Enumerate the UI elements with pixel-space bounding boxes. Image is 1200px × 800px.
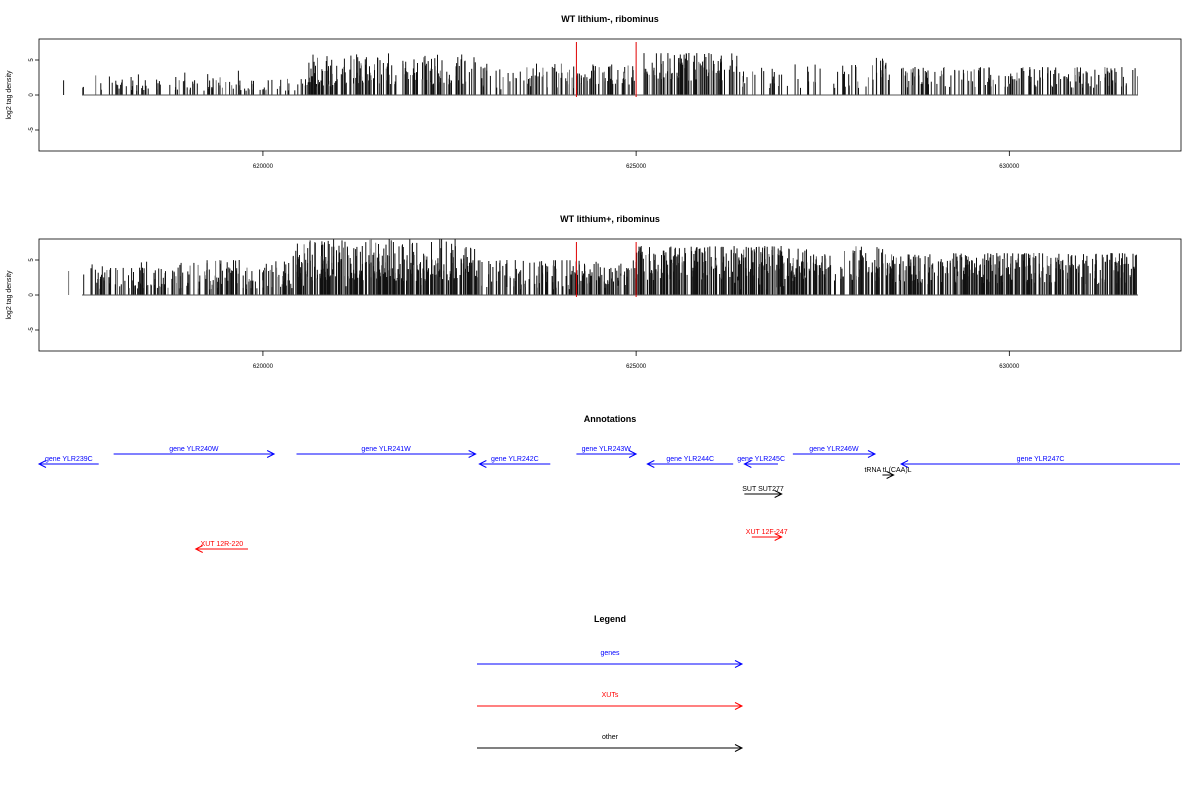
y-axis-label: log2 tag density xyxy=(6,70,13,120)
feature-annotation: XUT 12R-220 xyxy=(194,541,248,553)
track-title: WT lithium-, ribominus xyxy=(561,14,659,24)
feature-label: gene YLR246W xyxy=(809,446,859,453)
arrow-head-icon xyxy=(734,660,744,668)
feature-label: SUT SUT277 xyxy=(742,486,784,493)
legend-label: other xyxy=(602,734,619,741)
x-tick-label: 630000 xyxy=(999,164,1020,170)
arrow-head-icon xyxy=(886,471,895,479)
x-tick-label: 625000 xyxy=(626,364,647,370)
arrow-head-icon xyxy=(734,744,744,752)
x-tick-label: 625000 xyxy=(626,164,647,170)
x-tick-label: 620000 xyxy=(253,364,274,370)
arrow-head-icon xyxy=(628,450,638,458)
feature-label: gene YLR240W xyxy=(169,446,219,453)
feature-label: XUT 12R-220 xyxy=(201,541,244,548)
feature-label: tRNA tL(CAA)L xyxy=(864,467,911,474)
arrow-head-icon xyxy=(774,533,783,541)
legend-label: XUTs xyxy=(602,692,619,699)
track-panel-lithium-minus: WT lithium-, ribominus -5 0 5 620000 625000… xyxy=(6,14,1182,170)
arrow-head-icon xyxy=(468,450,477,458)
y-axis: -5 0 5 xyxy=(29,258,39,333)
feature-label: gene YLR245C xyxy=(737,456,785,463)
arrow-head-icon xyxy=(774,490,783,498)
feature-annotation: gene YLR241W xyxy=(296,446,477,458)
feature-label: gene YLR242C xyxy=(491,456,539,463)
track-title: WT lithium+, ribominus xyxy=(560,214,660,224)
arrow-head-icon xyxy=(899,460,909,468)
legend: Legend genes XUTs other xyxy=(477,614,744,752)
y-tick-label: -5 xyxy=(29,127,35,133)
arrow-head-icon xyxy=(37,460,47,468)
position-markers xyxy=(575,242,637,297)
annotations-title: Annotations xyxy=(584,414,637,424)
x-tick-label: 620000 xyxy=(253,164,274,170)
arrow-head-icon xyxy=(266,450,276,458)
feature-annotation: gene YLR247C xyxy=(899,456,1180,468)
y-tick-label: 0 xyxy=(29,293,35,297)
feature-annotation: gene YLR240W xyxy=(113,446,276,458)
feature-annotation: gene YLR246W xyxy=(792,446,877,458)
arrow-head-icon xyxy=(646,460,655,468)
arrow-head-icon xyxy=(734,702,744,710)
track-panel-lithium-plus: WT lithium+, ribominus -5 0 5 620000 625000… xyxy=(6,214,1182,370)
y-axis: -5 0 5 xyxy=(29,58,39,133)
position-markers xyxy=(575,42,637,97)
y-axis-label: log2 tag density xyxy=(6,270,13,320)
feature-label: gene YLR243W xyxy=(582,446,632,453)
legend-label: genes xyxy=(600,650,620,657)
feature-annotation: gene YLR243W xyxy=(576,446,638,458)
arrow-head-icon xyxy=(478,460,487,468)
arrow-head-icon xyxy=(194,545,203,553)
legend-item: genes xyxy=(477,650,744,668)
feature-arrows: gene YLR239C gene YLR240W gene YLR241W gene… xyxy=(37,446,1180,553)
x-tick-label: 630000 xyxy=(999,364,1020,370)
signal-bars xyxy=(68,239,1137,295)
y-tick-label: 5 xyxy=(29,58,35,62)
signal-bars xyxy=(63,53,1138,95)
x-axis: 620000 625000 630000 xyxy=(253,351,1020,370)
y-tick-label: 0 xyxy=(29,93,35,97)
feature-annotation: gene YLR242C xyxy=(478,456,551,468)
feature-annotation: gene YLR245C xyxy=(737,456,785,468)
feature-label: gene YLR241W xyxy=(361,446,411,453)
feature-label: gene YLR247C xyxy=(1017,456,1065,463)
feature-annotation: gene YLR239C xyxy=(37,456,99,468)
arrow-head-icon xyxy=(743,460,752,468)
legend-item: XUTs xyxy=(477,692,744,710)
feature-annotation: XUT 12F-247 xyxy=(746,529,788,541)
feature-label: gene YLR239C xyxy=(45,456,93,463)
legend-item: other xyxy=(477,734,744,752)
legend-items: genes XUTs other xyxy=(477,650,744,752)
feature-annotation: tRNA tL(CAA)L xyxy=(864,467,912,479)
arrow-head-icon xyxy=(867,450,877,458)
feature-label: gene YLR244C xyxy=(666,456,714,463)
feature-annotation: gene YLR244C xyxy=(646,456,734,468)
feature-annotation: SUT SUT277 xyxy=(742,486,784,498)
x-axis: 620000 625000 630000 xyxy=(253,151,1020,170)
legend-title: Legend xyxy=(594,614,626,624)
y-tick-label: 5 xyxy=(29,258,35,262)
y-tick-label: -5 xyxy=(29,327,35,333)
feature-label: XUT 12F-247 xyxy=(746,529,788,536)
